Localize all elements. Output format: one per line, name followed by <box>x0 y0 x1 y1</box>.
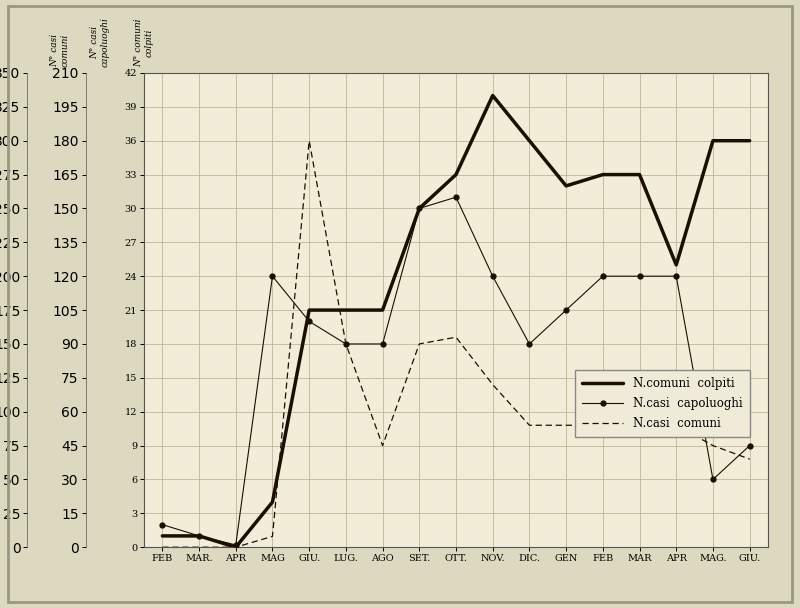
N.casi  comuni <box>671 421 681 429</box>
N.comuni  colpiti <box>634 171 644 178</box>
N.comuni  colpiti <box>451 171 461 178</box>
N.casi  capoluoghi <box>341 340 350 348</box>
N.casi  capoluoghi <box>378 340 387 348</box>
N.casi  comuni <box>414 340 424 348</box>
N.comuni  colpiti <box>158 532 167 539</box>
N.comuni  colpiti <box>598 171 608 178</box>
N.comuni  colpiti <box>488 92 498 99</box>
N.casi  capoluoghi <box>708 476 718 483</box>
N.casi  capoluoghi <box>525 340 534 348</box>
N.comuni  colpiti <box>414 205 424 212</box>
Line: N.casi  comuni: N.casi comuni <box>162 140 750 547</box>
Text: N° casi
capoluoghi: N° casi capoluoghi <box>90 17 110 67</box>
Line: N.comuni  colpiti: N.comuni colpiti <box>162 95 750 547</box>
N.casi  comuni <box>378 442 387 449</box>
N.casi  comuni <box>634 421 644 429</box>
N.casi  comuni <box>268 533 278 540</box>
N.casi  comuni <box>562 421 571 429</box>
N.comuni  colpiti <box>194 532 204 539</box>
Text: N° comuni
colpiti: N° comuni colpiti <box>134 18 154 67</box>
N.casi  capoluoghi <box>562 306 571 314</box>
N.comuni  colpiti <box>304 306 314 314</box>
N.casi  comuni <box>745 455 754 463</box>
N.casi  capoluoghi <box>745 442 754 449</box>
N.comuni  colpiti <box>525 137 534 144</box>
N.comuni  colpiti <box>708 137 718 144</box>
N.casi  comuni <box>525 421 534 429</box>
N.casi  capoluoghi <box>268 272 278 280</box>
N.casi  comuni <box>598 421 608 429</box>
N.comuni  colpiti <box>268 499 278 506</box>
N.comuni  colpiti <box>231 544 241 551</box>
N.comuni  colpiti <box>378 306 387 314</box>
N.casi  comuni <box>231 544 241 551</box>
Line: N.casi  capoluoghi: N.casi capoluoghi <box>160 195 752 547</box>
N.casi  comuni <box>304 137 314 144</box>
Legend: N.comuni  colpiti, N.casi  capoluoghi, N.casi  comuni: N.comuni colpiti, N.casi capoluoghi, N.c… <box>575 370 750 437</box>
N.casi  capoluoghi <box>634 272 644 280</box>
N.casi  capoluoghi <box>414 205 424 212</box>
N.comuni  colpiti <box>562 182 571 190</box>
N.casi  capoluoghi <box>158 521 167 528</box>
N.casi  capoluoghi <box>488 272 498 280</box>
N.casi  capoluoghi <box>671 272 681 280</box>
N.casi  comuni <box>488 381 498 389</box>
N.casi  capoluoghi <box>231 541 241 548</box>
N.casi  capoluoghi <box>304 318 314 325</box>
N.casi  comuni <box>194 544 204 551</box>
N.casi  comuni <box>451 334 461 341</box>
N.casi  capoluoghi <box>598 272 608 280</box>
N.casi  comuni <box>158 544 167 551</box>
N.casi  capoluoghi <box>451 193 461 201</box>
N.casi  capoluoghi <box>194 532 204 539</box>
N.comuni  colpiti <box>671 261 681 269</box>
Text: N° casi
comuni: N° casi comuni <box>50 33 70 67</box>
N.comuni  colpiti <box>341 306 350 314</box>
N.casi  comuni <box>341 340 350 348</box>
N.casi  comuni <box>708 442 718 449</box>
N.comuni  colpiti <box>745 137 754 144</box>
